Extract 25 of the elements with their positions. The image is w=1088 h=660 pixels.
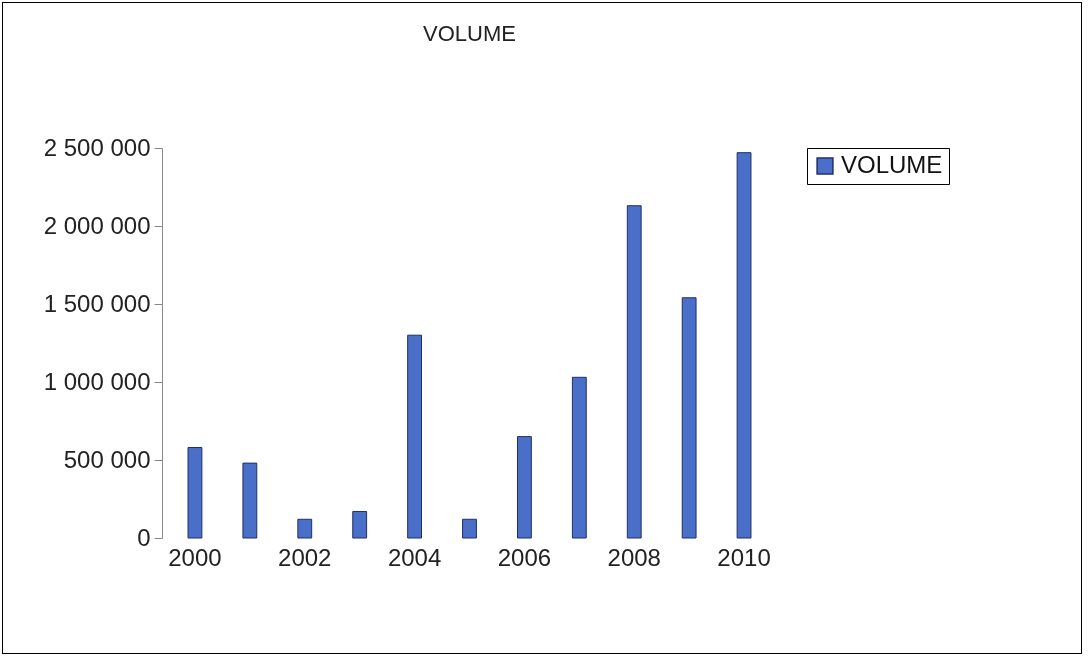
x-tick-label: 2000 — [168, 543, 222, 571]
bar — [571, 376, 587, 539]
bar — [407, 334, 423, 539]
x-tick-label: 2010 — [717, 543, 771, 571]
y-tick-label: 1 500 000 — [43, 289, 151, 317]
x-tick-label: 2004 — [387, 543, 442, 571]
bar — [681, 297, 697, 539]
bar — [187, 447, 203, 539]
bar — [297, 518, 313, 539]
y-tick-label: 2 500 000 — [43, 133, 151, 161]
y-tick-label: 2 000 000 — [43, 211, 151, 239]
bar — [736, 152, 752, 539]
bar — [516, 436, 532, 539]
y-tick-label: 0 — [137, 523, 151, 551]
chart-title: VOLUME — [423, 21, 516, 46]
bar — [626, 205, 642, 539]
bar — [462, 518, 477, 539]
x-tick-label: 2002 — [278, 543, 332, 571]
x-tick-label: 2006 — [497, 543, 552, 571]
y-tick-label: 1 000 000 — [43, 367, 151, 395]
x-tick-label: 2008 — [607, 543, 661, 571]
legend-label: VOLUME — [841, 151, 943, 178]
bar — [242, 462, 258, 539]
y-tick-label: 500 000 — [63, 445, 151, 473]
bar — [352, 510, 368, 539]
